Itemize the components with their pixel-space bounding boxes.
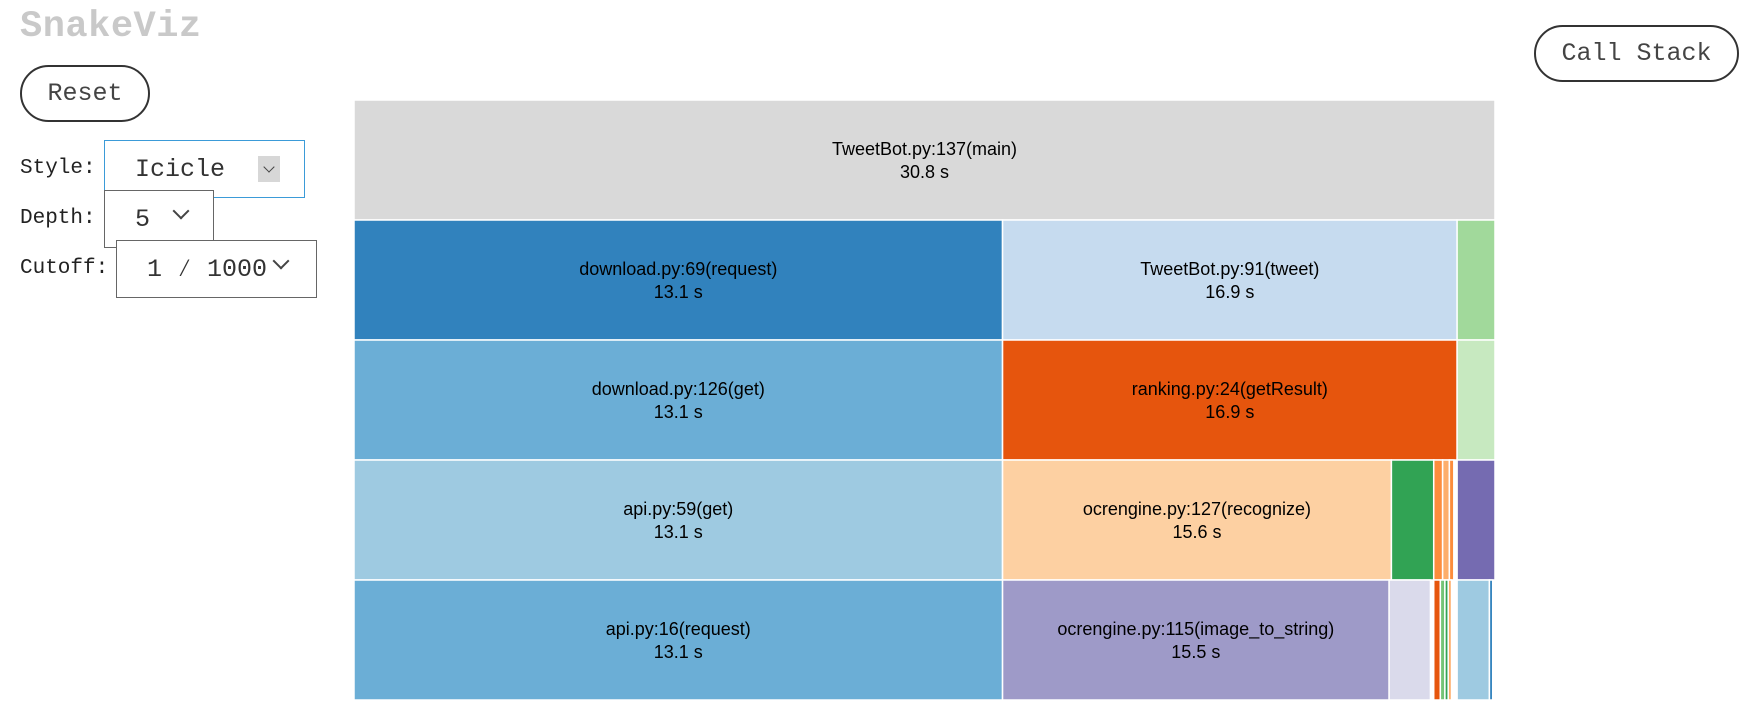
depth-select[interactable]: 5 xyxy=(104,190,214,248)
icicle-block-rect[interactable] xyxy=(353,339,1004,461)
icicle-block[interactable] xyxy=(1432,579,1442,701)
icicle-block[interactable] xyxy=(1456,339,1496,461)
icicle-block[interactable] xyxy=(1388,579,1432,701)
icicle-block-rect[interactable] xyxy=(1390,459,1435,581)
depth-label: Depth: xyxy=(20,207,96,230)
depth-select-value: 5 xyxy=(135,204,151,234)
icicle-block[interactable]: ocrengine.py:115(image_to_string)15.5 s xyxy=(1001,579,1390,701)
icicle-block-rect[interactable] xyxy=(1001,579,1390,701)
icicle-block[interactable] xyxy=(1441,459,1451,581)
icicle-block-rect[interactable] xyxy=(1447,579,1453,701)
icicle-block[interactable] xyxy=(1448,459,1455,581)
icicle-block-rect[interactable] xyxy=(1456,219,1496,341)
reset-button[interactable]: Reset xyxy=(20,65,150,122)
icicle-block-rect[interactable] xyxy=(1001,339,1458,461)
cutoff-label: Cutoff: xyxy=(20,257,109,280)
call-stack-button[interactable]: Call Stack xyxy=(1534,25,1739,82)
style-label: Style: xyxy=(20,157,96,180)
style-dropdown-button[interactable] xyxy=(258,156,280,182)
icicle-block-rect[interactable] xyxy=(1388,579,1432,701)
icicle-block[interactable]: api.py:59(get)13.1 s xyxy=(353,459,1004,581)
icicle-block[interactable]: api.py:16(request)13.1 s xyxy=(353,579,1004,701)
icicle-block-rect[interactable] xyxy=(353,459,1004,581)
icicle-block[interactable] xyxy=(1456,579,1491,701)
style-select-value: Icicle xyxy=(135,154,226,184)
icicle-block-rect[interactable] xyxy=(1432,459,1444,581)
icicle-block-rect[interactable] xyxy=(1456,579,1491,701)
icicle-block[interactable] xyxy=(1456,219,1496,341)
icicle-block-rect[interactable] xyxy=(1001,459,1393,581)
icicle-block[interactable] xyxy=(1447,579,1453,701)
icicle-block[interactable] xyxy=(1390,459,1435,581)
icicle-block[interactable]: download.py:126(get)13.1 s xyxy=(353,339,1004,461)
icicle-block-rect[interactable] xyxy=(1456,339,1496,461)
app-title: SnakeViz xyxy=(20,6,202,48)
icicle-block[interactable] xyxy=(1432,459,1444,581)
cutoff-select-value: 1 ⁄ 1000 xyxy=(147,254,268,284)
icicle-block[interactable]: ocrengine.py:127(recognize)15.6 s xyxy=(1001,459,1393,581)
icicle-block[interactable] xyxy=(1456,459,1496,581)
icicle-block-rect[interactable] xyxy=(353,99,1496,221)
icicle-block-rect[interactable] xyxy=(1488,579,1494,701)
icicle-block-rect[interactable] xyxy=(353,219,1004,341)
icicle-block-rect[interactable] xyxy=(1001,219,1458,341)
style-select[interactable]: Icicle xyxy=(104,140,305,198)
icicle-block-rect[interactable] xyxy=(1448,459,1455,581)
cutoff-select[interactable]: 1 ⁄ 1000 xyxy=(116,240,317,298)
icicle-block[interactable] xyxy=(1488,579,1494,701)
icicle-block-rect[interactable] xyxy=(1456,459,1496,581)
icicle-block[interactable]: TweetBot.py:91(tweet)16.9 s xyxy=(1001,219,1458,341)
icicle-block[interactable]: download.py:69(request)13.1 s xyxy=(353,219,1004,341)
icicle-block-rect[interactable] xyxy=(1441,459,1451,581)
icicle-block[interactable]: ranking.py:24(getResult)16.9 s xyxy=(1001,339,1458,461)
icicle-block[interactable]: TweetBot.py:137(main)30.8 s xyxy=(353,99,1496,221)
icicle-block-rect[interactable] xyxy=(1432,579,1442,701)
icicle-block-rect[interactable] xyxy=(353,579,1004,701)
